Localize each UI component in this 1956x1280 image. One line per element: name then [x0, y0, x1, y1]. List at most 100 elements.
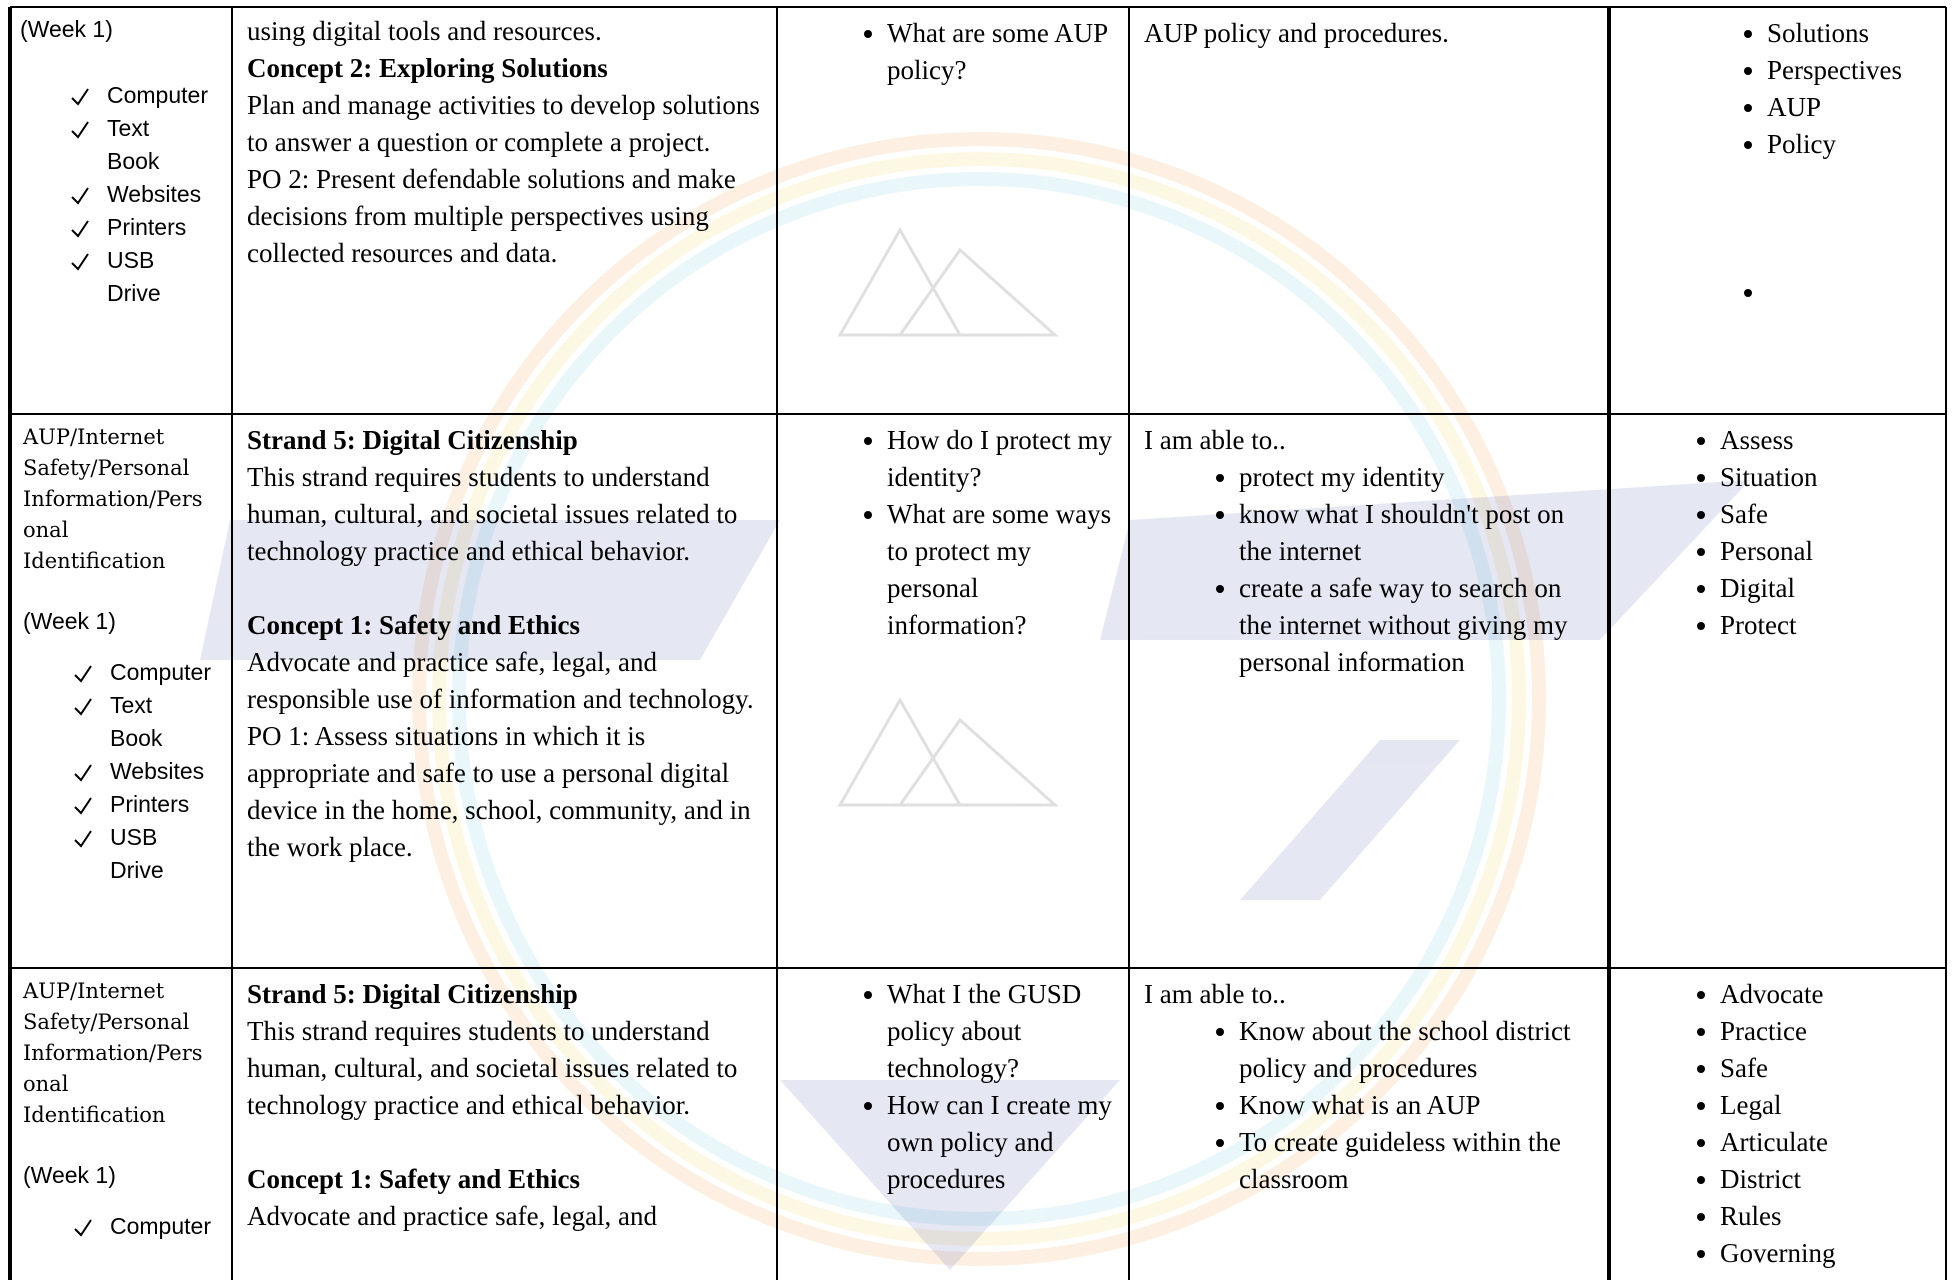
item-text: Computer	[110, 659, 211, 685]
table-cell: AdvocatePracticeSafeLegalArticulateDistr…	[1609, 968, 1946, 1280]
column-border	[231, 7, 233, 1280]
table-cell: (Week 1) Computer Text Book Websites Printer…	[10, 7, 232, 414]
week-label: (Week 1)	[23, 608, 116, 634]
item-text: Computer	[110, 1213, 211, 1239]
bullet-list: AssessSituationSafePersonalDigitalProtec…	[1720, 422, 1938, 644]
bullet-item: Personal	[1720, 533, 1938, 570]
table-cell: I am able to.. Know about the school dist…	[1129, 968, 1609, 1280]
paragraph: Plan and manage activities to develop so…	[247, 90, 760, 157]
bullet-item: Digital	[1720, 570, 1938, 607]
check-icon	[74, 830, 92, 848]
table-cell: AUP/Internet Safety/Personal Information…	[10, 414, 232, 968]
row-border	[10, 6, 1946, 8]
checklist-item: Printers	[20, 211, 207, 244]
checklist: Computer	[23, 1210, 224, 1243]
checklist-item: Text Book	[20, 112, 207, 178]
bullet-item: Safe	[1720, 496, 1938, 533]
table-cell: AssessSituationSafePersonalDigitalProtec…	[1609, 414, 1946, 968]
bullet-list: What are some AUP policy?	[887, 15, 1121, 89]
checklist-item: Printers	[23, 788, 210, 821]
bullet-item: Advocate	[1720, 976, 1938, 1013]
paragraph: using digital tools and resources.	[247, 16, 602, 46]
check-icon	[74, 665, 92, 683]
check-icon	[71, 253, 89, 271]
check-icon	[74, 764, 92, 782]
row-border	[10, 413, 1946, 415]
table-cell: How do I protect my identity?What are so…	[777, 414, 1129, 968]
column-border	[1945, 7, 1947, 1280]
bullet-item: Situation	[1720, 459, 1938, 496]
heading: Concept 2: Exploring Solutions	[247, 53, 608, 83]
checklist: Computer Text Book Websites Printers USB Dri…	[23, 656, 224, 887]
topic: AUP/Internet Safety/Personal Information…	[23, 425, 203, 573]
check-icon	[71, 220, 89, 238]
bullet-item: Articulate	[1720, 1124, 1938, 1161]
bullet-item: Know about the school district policy an…	[1239, 1013, 1601, 1087]
bullet-item: Assess	[1720, 422, 1938, 459]
item-text: Printers	[107, 214, 187, 240]
check-icon	[74, 698, 92, 716]
paragraph: PO 1: Assess situations in which it is a…	[247, 721, 751, 862]
checklist-item: Text Book	[23, 689, 210, 755]
item-text: Text Book	[110, 692, 163, 751]
heading: Strand 5: Digital Citizenship	[247, 979, 578, 1009]
bullet-item: What are some ways to protect my persona…	[887, 496, 1121, 644]
bullet-item: Legal	[1720, 1087, 1938, 1124]
intro: I am able to..	[1144, 425, 1286, 455]
item-text: Computer	[107, 82, 208, 108]
week-label: (Week 1)	[20, 16, 113, 42]
checklist-item: USB Drive	[20, 244, 207, 310]
table-cell: using digital tools and resources. Concep…	[232, 7, 777, 414]
table-cell: What I the GUSD policy about technology?…	[777, 968, 1129, 1280]
item-text: USB Drive	[107, 247, 161, 306]
week-label: (Week 1)	[23, 1162, 116, 1188]
item-text: USB Drive	[110, 824, 164, 883]
bullet-item: Policy	[1767, 126, 1938, 163]
bullet-list	[1767, 274, 1938, 311]
item-text: Text Book	[107, 115, 160, 174]
checklist-item: Computer	[20, 79, 208, 112]
bullet-item: Practice	[1720, 1013, 1938, 1050]
paragraph: PO 2: Present defendable solutions and m…	[247, 164, 736, 268]
intro: I am able to..	[1144, 979, 1286, 1009]
table-cell: What are some AUP policy?	[777, 7, 1129, 414]
table-cell: Strand 5: Digital Citizenship This strand…	[232, 414, 777, 968]
check-icon	[74, 1219, 92, 1237]
bullet-item: What I the GUSD policy about technology?	[887, 976, 1121, 1087]
bullet-list: protect my identityknow what I shouldn't…	[1144, 459, 1601, 681]
bullet-item: create a safe way to search on the inter…	[1239, 570, 1601, 681]
bullet-list: How do I protect my identity?What are so…	[887, 422, 1121, 644]
table-cell: Strand 5: Digital Citizenship This strand…	[232, 968, 777, 1280]
bullet-item: AUP	[1767, 89, 1938, 126]
checklist-item: Computer	[23, 656, 211, 689]
bullet-list: What I the GUSD policy about technology?…	[887, 976, 1121, 1198]
column-border	[8, 7, 12, 1280]
bullet-item: protect my identity	[1239, 459, 1601, 496]
bullet-list: AdvocatePracticeSafeLegalArticulateDistr…	[1720, 976, 1938, 1272]
empty-bullet	[1767, 274, 1938, 311]
checklist-item: Websites	[20, 178, 207, 211]
bullet-list: SolutionsPerspectivesAUPPolicy	[1767, 15, 1938, 163]
bullet-item: Solutions	[1767, 15, 1938, 52]
table-cell: AUP policy and procedures.	[1129, 7, 1609, 414]
heading: Strand 5: Digital Citizenship	[247, 425, 578, 455]
topic: AUP/Internet Safety/Personal Information…	[23, 979, 203, 1127]
checklist: Computer Text Book Websites Printers USB Dri…	[20, 79, 224, 310]
bullet-item: District	[1720, 1161, 1938, 1198]
bullet-item: To create guideless within the classroom	[1239, 1124, 1601, 1198]
check-icon	[74, 797, 92, 815]
row-border	[10, 967, 1946, 969]
table-cell: I am able to.. protect my identityknow wh…	[1129, 414, 1609, 968]
column-border	[1128, 7, 1130, 1280]
check-icon	[71, 187, 89, 205]
bullet-item: Safe	[1720, 1050, 1938, 1087]
paragraph: Advocate and practice safe, legal, and r…	[247, 647, 754, 714]
heading: Concept 1: Safety and Ethics	[247, 610, 581, 640]
checklist-item: Computer	[23, 1210, 211, 1243]
check-icon	[71, 121, 89, 139]
bullet-item: Know what is an AUP	[1239, 1087, 1601, 1124]
table-cell: SolutionsPerspectivesAUPPolicy	[1609, 7, 1946, 414]
column-border	[1607, 7, 1611, 1280]
intro: AUP policy and procedures.	[1144, 18, 1449, 48]
